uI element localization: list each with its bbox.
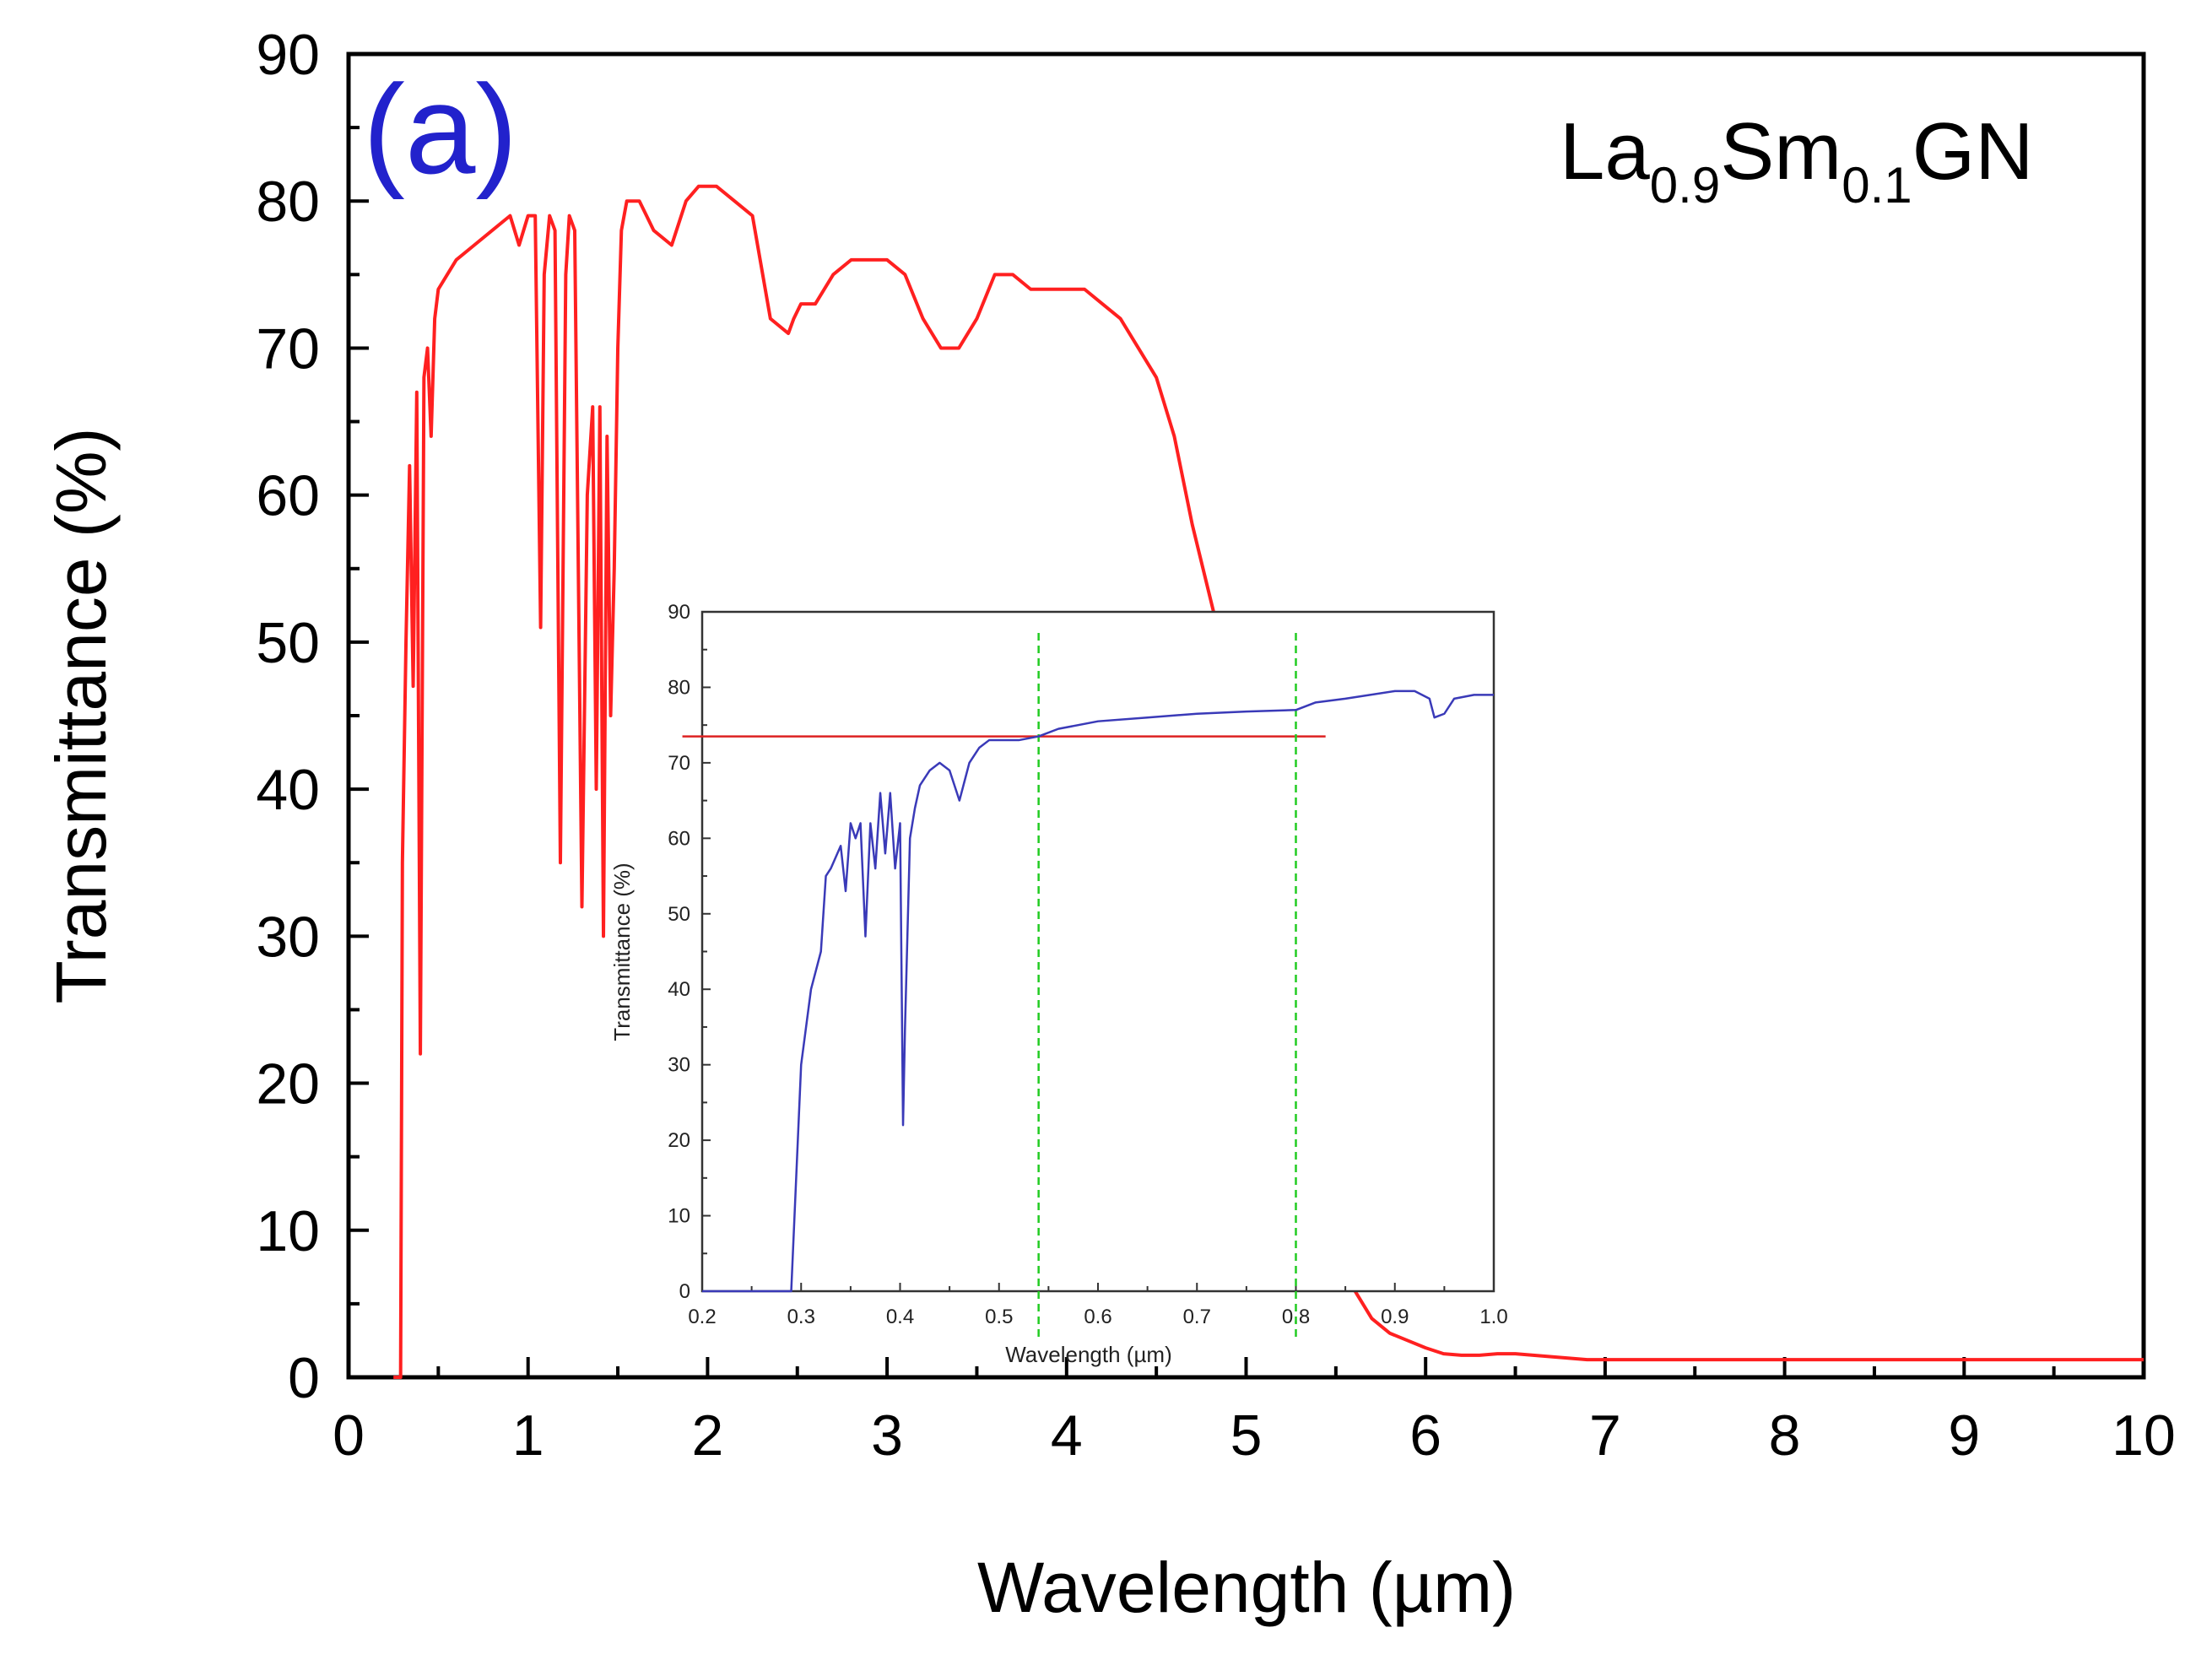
x-tick-label: 0.3 <box>787 1306 815 1328</box>
inset-reference-lines <box>682 633 1326 1342</box>
y-tick-label: 90 <box>668 601 690 624</box>
y-tick-label: 70 <box>256 316 320 381</box>
x-tick-label: 10 <box>2112 1403 2176 1468</box>
inset-y-tick-labels: 0 10 20 30 40 50 60 70 80 90 <box>668 601 690 1303</box>
y-tick-label: 60 <box>256 464 320 528</box>
y-tick-label: 10 <box>668 1205 690 1228</box>
inset-series <box>702 689 1494 1293</box>
inset-y-axis-label: Transmittance (%) <box>609 862 635 1041</box>
x-tick-label: 7 <box>1589 1403 1621 1468</box>
x-tick-label: 0.2 <box>688 1306 716 1328</box>
x-tick-label: 0 <box>333 1403 365 1468</box>
inset-background <box>702 612 1494 1291</box>
x-tick-label: 0.6 <box>1084 1306 1111 1328</box>
inset-x-tick-labels: 0.2 0.3 0.4 0.5 0.6 0.7 0.8 0.9 1.0 <box>688 1306 1507 1328</box>
y-tick-label: 20 <box>256 1052 320 1117</box>
y-tick-label: 20 <box>668 1129 690 1152</box>
main-series <box>393 184 2144 1379</box>
series-line <box>702 689 1494 1293</box>
y-tick-label: 60 <box>668 827 690 850</box>
main-y-tick-labels: 0 10 20 30 40 50 60 70 80 90 <box>256 23 320 1410</box>
main-y-axis-label: Transmittance (%) <box>41 427 121 1003</box>
main-x-axis-label: Wavelength (µm) <box>977 1548 1516 1627</box>
y-tick-label: 40 <box>256 758 320 822</box>
panel-label: (a) <box>363 58 517 200</box>
y-tick-label: 70 <box>668 752 690 775</box>
x-tick-label: 0.7 <box>1183 1306 1211 1328</box>
y-tick-label: 30 <box>668 1054 690 1077</box>
x-tick-label: 5 <box>1230 1403 1263 1468</box>
y-tick-label: 40 <box>668 978 690 1001</box>
sample-label-main: La <box>1560 106 1650 197</box>
series-line <box>393 184 2144 1379</box>
y-tick-label: 50 <box>256 611 320 675</box>
y-tick-label: 90 <box>256 23 320 87</box>
x-tick-label: 9 <box>1948 1403 1980 1468</box>
sample-label-mid: Sm <box>1720 106 1842 197</box>
x-tick-label: 3 <box>871 1403 903 1468</box>
y-tick-label: 0 <box>288 1346 320 1410</box>
y-tick-label: 30 <box>256 905 320 969</box>
y-tick-label: 10 <box>256 1199 320 1263</box>
y-tick-label: 80 <box>668 676 690 699</box>
inset-chart: 0.2 0.3 0.4 0.5 0.6 0.7 0.8 0.9 1.0 010203040506… <box>609 601 1508 1367</box>
x-tick-label: 0.4 <box>886 1306 914 1328</box>
sample-label-end: GN <box>1912 106 2034 197</box>
x-tick-label: 2 <box>691 1403 723 1468</box>
sample-label-sub1: 0.9 <box>1650 157 1720 214</box>
main-x-tick-labels: 0 1 2 3 4 5 6 7 8 9 10 <box>333 1403 2176 1468</box>
inset-x-axis-label: Wavelength (µm) <box>1005 1342 1172 1367</box>
x-tick-label: 0.9 <box>1381 1306 1409 1328</box>
main-ticks <box>347 52 2145 1379</box>
x-tick-label: 4 <box>1051 1403 1083 1468</box>
x-tick-label: 1 <box>512 1403 544 1468</box>
x-tick-label: 1.0 <box>1479 1306 1507 1328</box>
sample-label-sub2: 0.1 <box>1842 157 1912 214</box>
x-tick-label: 8 <box>1769 1403 1801 1468</box>
inset-ticks <box>701 611 1495 1292</box>
y-tick-label: 80 <box>256 170 320 234</box>
sample-label: La0.9Sm0.1GN <box>1560 106 2034 214</box>
y-tick-label: 0 <box>679 1280 690 1303</box>
x-tick-label: 0.5 <box>985 1306 1013 1328</box>
y-tick-label: 50 <box>668 903 690 926</box>
x-tick-label: 6 <box>1409 1403 1441 1468</box>
